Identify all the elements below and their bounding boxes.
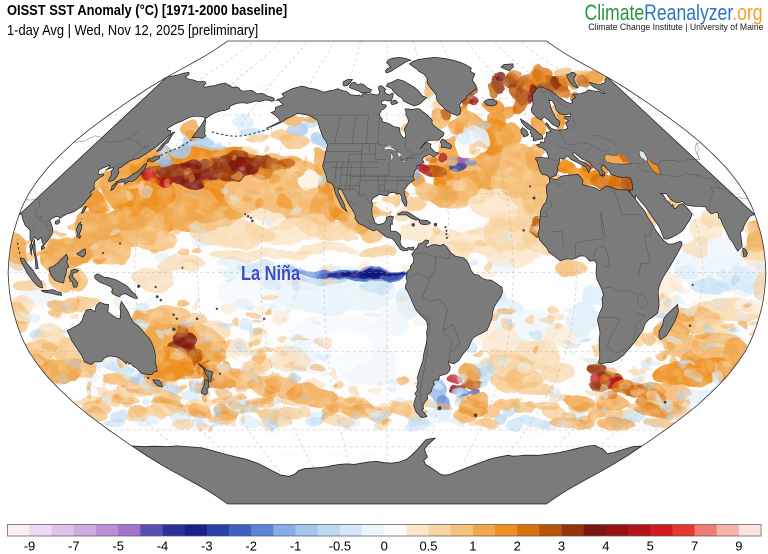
svg-text:-1: -1: [290, 539, 302, 554]
svg-text:La Niña: La Niña: [241, 261, 301, 284]
svg-text:-0.5: -0.5: [329, 539, 351, 554]
svg-text:-5: -5: [112, 539, 124, 554]
svg-text:7: 7: [691, 539, 698, 554]
svg-text:-3: -3: [201, 539, 213, 554]
svg-text:5: 5: [647, 539, 654, 554]
svg-text:-2: -2: [245, 539, 257, 554]
svg-text:0: 0: [381, 539, 388, 554]
svg-text:4: 4: [602, 539, 609, 554]
svg-text:9: 9: [735, 539, 742, 554]
svg-text:2: 2: [514, 539, 521, 554]
svg-text:-4: -4: [157, 539, 169, 554]
svg-text:-7: -7: [68, 539, 80, 554]
svg-text:-9: -9: [24, 539, 36, 554]
svg-text:1: 1: [469, 539, 476, 554]
svg-text:0.5: 0.5: [419, 539, 437, 554]
svg-text:3: 3: [558, 539, 565, 554]
